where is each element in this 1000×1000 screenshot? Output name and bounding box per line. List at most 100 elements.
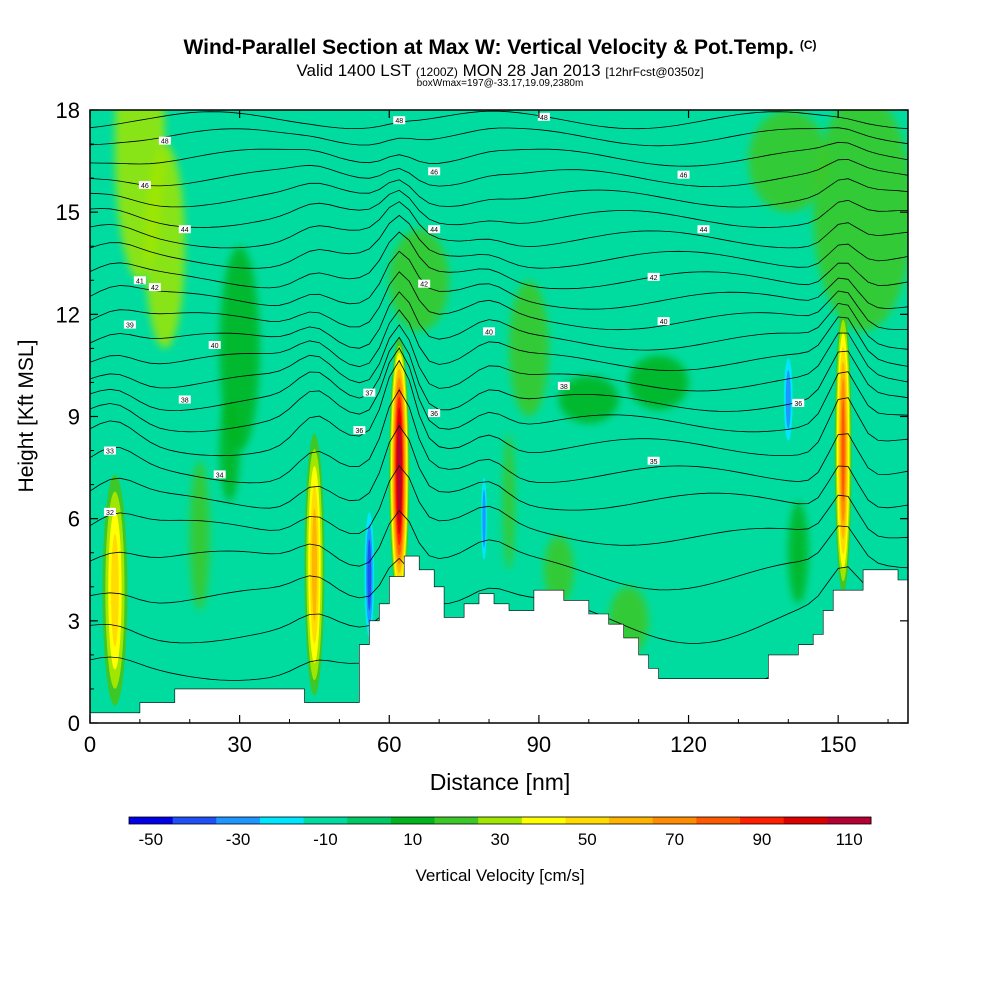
theta-contour-line: [90, 178, 908, 208]
contour-label: 38: [560, 384, 568, 391]
colorbar-swatch: [347, 817, 392, 824]
title-mark: (C): [799, 38, 817, 52]
colorbar-tick-label: 50: [578, 830, 597, 849]
colorbar-swatch: [609, 817, 654, 824]
theta-contour-line: [90, 359, 908, 457]
contour-label: 40: [485, 329, 493, 336]
velocity-core-level: [398, 434, 401, 508]
theta-contour-line: [90, 214, 908, 269]
velocity-patch: [558, 375, 619, 424]
contour-label-bg: [483, 327, 496, 336]
colorbar-swatch: [652, 817, 697, 824]
colorbar-tick-label: 110: [836, 830, 863, 849]
contour-label-bg: [178, 225, 191, 234]
velocity-patch: [439, 433, 470, 536]
theta-contour-line: [90, 291, 908, 351]
contour-label: 44: [430, 227, 438, 234]
contour-label-bg: [158, 136, 171, 145]
colorbar-tick-label: 30: [491, 830, 510, 849]
contour-label: 36: [794, 401, 802, 408]
colorbar-tick-label: -50: [139, 830, 164, 849]
colorbar-swatch: [696, 817, 741, 824]
velocity-patch: [628, 355, 689, 410]
theta-contour-line: [90, 158, 908, 188]
velocity-core-level: [111, 533, 119, 647]
velocity-patch: [144, 144, 185, 349]
y-tick-label: 15: [56, 200, 80, 225]
contour-label-bg: [208, 340, 221, 349]
contour-label: 36: [430, 411, 438, 418]
y-tick-label: 3: [68, 609, 80, 634]
colorbar-swatch: [565, 817, 610, 824]
contour-label: 46: [430, 169, 438, 176]
contour-label-bg: [647, 272, 660, 281]
contour-label-bg: [418, 279, 431, 288]
colorbar-label: Vertical Velocity [cm/s]: [415, 866, 584, 885]
velocity-patch: [264, 494, 295, 577]
contour-label-bg: [647, 456, 660, 465]
colorbar-tick-label: -30: [226, 830, 251, 849]
contour-label: 39: [126, 323, 134, 330]
plot-area: 32 33 34 35 36 36 36 37 38 38 39 40 40 40 41 42 42 42 44 44…: [90, 110, 908, 723]
theta-contour-line: [90, 465, 908, 546]
colorbar-frame: [128, 816, 872, 825]
contour-label: 48: [540, 115, 548, 122]
y-tick-label: 6: [68, 507, 80, 532]
x-tick-label: 30: [227, 732, 251, 757]
contour-label-bg: [428, 409, 441, 418]
theta-contour-line: [90, 231, 908, 290]
y-tick-label: 9: [68, 405, 80, 430]
x-tick-label: 150: [820, 732, 857, 757]
colorbar-swatch: [390, 817, 436, 824]
velocity-patch: [189, 460, 210, 611]
theta-contour-line: [90, 110, 908, 130]
contour-label: 35: [650, 459, 658, 466]
x-tick-label: 120: [670, 732, 707, 757]
theta-contour-line: [90, 509, 908, 591]
velocity-patch: [543, 535, 574, 604]
contour-label: 46: [141, 183, 149, 190]
contour-label-bg: [677, 170, 690, 179]
contour-label-bg: [363, 388, 376, 397]
theta-contour-line: [90, 201, 908, 249]
theta-contour-line: [90, 557, 908, 644]
theta-contour-line: [90, 141, 908, 167]
contour-label-bg: [428, 167, 441, 176]
contour-label-bg: [537, 112, 550, 121]
velocity-core-level: [785, 370, 791, 429]
colorbar-swatch: [172, 817, 217, 824]
theta-contour-line: [90, 389, 908, 484]
theta-contour-line: [90, 271, 908, 331]
contour-label-bg: [178, 395, 191, 404]
contour-label-bg: [148, 283, 161, 292]
velocity-patch: [788, 501, 809, 604]
theta-contour-line: [90, 189, 908, 228]
colorbar: -50 -30 -10 10 30 50 70 90 110: [128, 816, 872, 849]
x-tick-label: 90: [527, 732, 551, 757]
contour-label: 42: [420, 282, 428, 289]
theta-contour-line: [90, 250, 908, 310]
x-tick-label: 0: [84, 732, 96, 757]
y-tick-label: 12: [56, 302, 80, 327]
theta-contour-line: [90, 336, 908, 412]
contour-label-bg: [103, 446, 116, 455]
colorbar-swatch: [478, 817, 523, 824]
contour-label: 32: [106, 510, 114, 517]
colorbar-tick-label: 90: [752, 830, 771, 849]
contour-label: 40: [660, 319, 668, 326]
colorbar-swatch: [216, 817, 261, 824]
contour-label: 48: [161, 139, 169, 146]
chart-info-line: boxWmax=197@-33.17,19.09,2380m: [416, 78, 584, 89]
contour-label: 37: [365, 391, 373, 398]
contour-label-bg: [393, 116, 406, 125]
contour-label-bg: [123, 320, 136, 329]
y-axis-label: Height [Kft MSL]: [15, 340, 38, 493]
contour-label: 33: [106, 449, 114, 456]
chart-subtitle: Valid 1400 LST (1200Z) MON 28 Jan 2013 […: [296, 61, 704, 80]
colorbar-swatch: [783, 817, 828, 824]
theta-contour-labels: 32 33 34 35 36 36 36 37 38 38 39 40 40 40 41 42 42 42 44 44…: [103, 112, 805, 517]
y-tick-label: 0: [68, 711, 80, 736]
theta-contour-line: [90, 127, 908, 147]
